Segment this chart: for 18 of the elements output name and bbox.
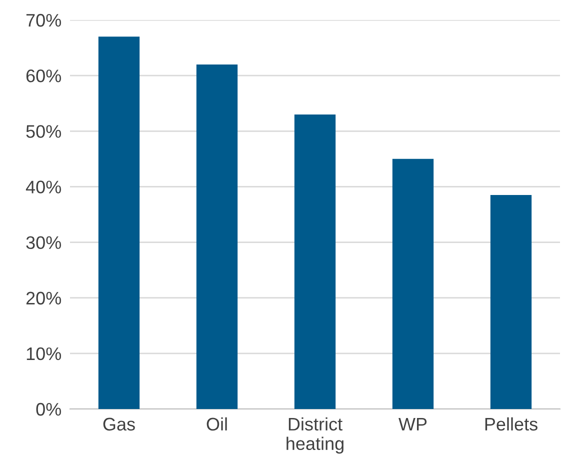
x-tick-label: Gas xyxy=(103,418,135,431)
x-tick-label: District heating xyxy=(286,417,344,454)
y-tick-label: 10% xyxy=(26,347,62,360)
y-tick-label: 40% xyxy=(26,180,62,194)
x-tick-label: Pellets xyxy=(485,417,538,431)
y-tick-label: 60% xyxy=(26,70,62,82)
x-tick-label: WP xyxy=(398,418,427,430)
y-tick-label: 50% xyxy=(26,125,62,138)
bar xyxy=(98,36,140,409)
bar xyxy=(196,64,238,409)
y-tick-label: 20% xyxy=(26,292,62,305)
y-tick-label: 30% xyxy=(26,236,62,250)
y-tick-label: 70% xyxy=(26,14,62,27)
bar xyxy=(392,158,434,409)
x-tick-label: Oil xyxy=(206,417,227,431)
y-tick-label: 0% xyxy=(36,402,62,416)
bar xyxy=(490,195,532,409)
bar xyxy=(294,114,336,409)
